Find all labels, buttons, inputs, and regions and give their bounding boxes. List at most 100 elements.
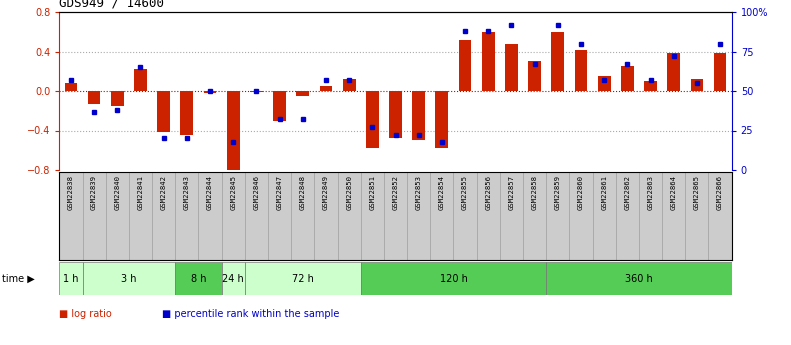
Bar (314, 172, 338, 260)
Text: 3 h: 3 h (121, 274, 137, 284)
Bar (436, 91, 448, 148)
Text: GSM22864: GSM22864 (671, 175, 677, 210)
Text: GSM22862: GSM22862 (624, 175, 630, 210)
Bar (244, 172, 268, 260)
Bar (152, 172, 176, 260)
Bar (477, 172, 500, 260)
Text: GSM22855: GSM22855 (462, 175, 468, 210)
Text: GSM22851: GSM22851 (369, 175, 375, 210)
Text: GSM22866: GSM22866 (717, 175, 723, 210)
Bar (82, 262, 176, 295)
Bar (430, 172, 453, 260)
Bar (523, 172, 547, 260)
Bar (547, 172, 570, 260)
Bar (570, 172, 592, 260)
Text: GSM22858: GSM22858 (532, 175, 538, 210)
Bar (621, 66, 634, 91)
Bar (407, 172, 430, 260)
Text: GSM22859: GSM22859 (554, 175, 561, 210)
Text: 360 h: 360 h (625, 274, 653, 284)
Bar (65, 83, 78, 91)
Text: GSM22841: GSM22841 (138, 175, 143, 210)
Text: GSM22845: GSM22845 (230, 175, 237, 210)
Bar (221, 172, 244, 260)
Bar (389, 91, 402, 138)
Bar (199, 172, 221, 260)
Text: GSM22840: GSM22840 (114, 175, 120, 210)
Text: GSM22861: GSM22861 (601, 175, 607, 210)
Text: 72 h: 72 h (292, 274, 314, 284)
Text: GSM22848: GSM22848 (300, 175, 306, 210)
Bar (129, 172, 152, 260)
Bar (482, 32, 494, 91)
Bar (528, 61, 541, 91)
Text: 8 h: 8 h (191, 274, 206, 284)
Text: GSM22852: GSM22852 (392, 175, 399, 210)
Bar (203, 91, 217, 93)
Bar (273, 91, 286, 121)
Bar (180, 91, 193, 136)
Text: GSM22843: GSM22843 (184, 175, 190, 210)
Text: GSM22865: GSM22865 (694, 175, 700, 210)
Bar (157, 91, 170, 132)
Bar (176, 172, 199, 260)
Bar (685, 172, 709, 260)
Bar (644, 81, 657, 91)
Text: GSM22844: GSM22844 (207, 175, 213, 210)
Bar (592, 172, 615, 260)
Bar (615, 172, 639, 260)
Bar (176, 262, 221, 295)
Text: GSM22846: GSM22846 (253, 175, 259, 210)
Bar (361, 172, 384, 260)
Bar (361, 262, 547, 295)
Bar (662, 172, 685, 260)
Text: 1 h: 1 h (63, 274, 78, 284)
Text: ■ percentile rank within the sample: ■ percentile rank within the sample (162, 309, 339, 319)
Bar (453, 172, 477, 260)
Bar (505, 43, 518, 91)
Bar (551, 32, 564, 91)
Text: GSM22850: GSM22850 (346, 175, 352, 210)
Bar (668, 53, 680, 91)
Bar (574, 50, 588, 91)
Bar (268, 172, 291, 260)
Bar (297, 91, 309, 96)
Bar (384, 172, 407, 260)
Bar (338, 172, 361, 260)
Text: GSM22856: GSM22856 (485, 175, 491, 210)
Bar (366, 91, 379, 148)
Bar (250, 91, 263, 92)
Text: GSM22839: GSM22839 (91, 175, 97, 210)
Bar (227, 91, 240, 172)
Text: GSM22838: GSM22838 (68, 175, 74, 210)
Bar (639, 172, 662, 260)
Bar (343, 79, 355, 91)
Bar (291, 172, 314, 260)
Text: time ▶: time ▶ (2, 274, 34, 284)
Bar (713, 53, 726, 91)
Bar (459, 40, 471, 91)
Bar (111, 91, 123, 106)
Text: GSM22853: GSM22853 (416, 175, 422, 210)
Text: GSM22849: GSM22849 (323, 175, 329, 210)
Bar (82, 172, 106, 260)
Bar (59, 172, 82, 260)
Bar (320, 86, 332, 91)
Bar (88, 91, 100, 104)
Text: GSM22860: GSM22860 (578, 175, 584, 210)
Bar (412, 91, 425, 140)
Bar (691, 79, 703, 91)
Text: GSM22842: GSM22842 (161, 175, 167, 210)
Bar (598, 76, 611, 91)
Bar (59, 262, 82, 295)
Bar (134, 69, 147, 91)
Text: GSM22854: GSM22854 (439, 175, 445, 210)
Text: 120 h: 120 h (440, 274, 467, 284)
Text: GSM22857: GSM22857 (509, 175, 514, 210)
Text: 24 h: 24 h (222, 274, 244, 284)
Text: GSM22863: GSM22863 (648, 175, 653, 210)
Bar (500, 172, 523, 260)
Bar (221, 262, 244, 295)
Text: GSM22847: GSM22847 (277, 175, 282, 210)
Bar (106, 172, 129, 260)
